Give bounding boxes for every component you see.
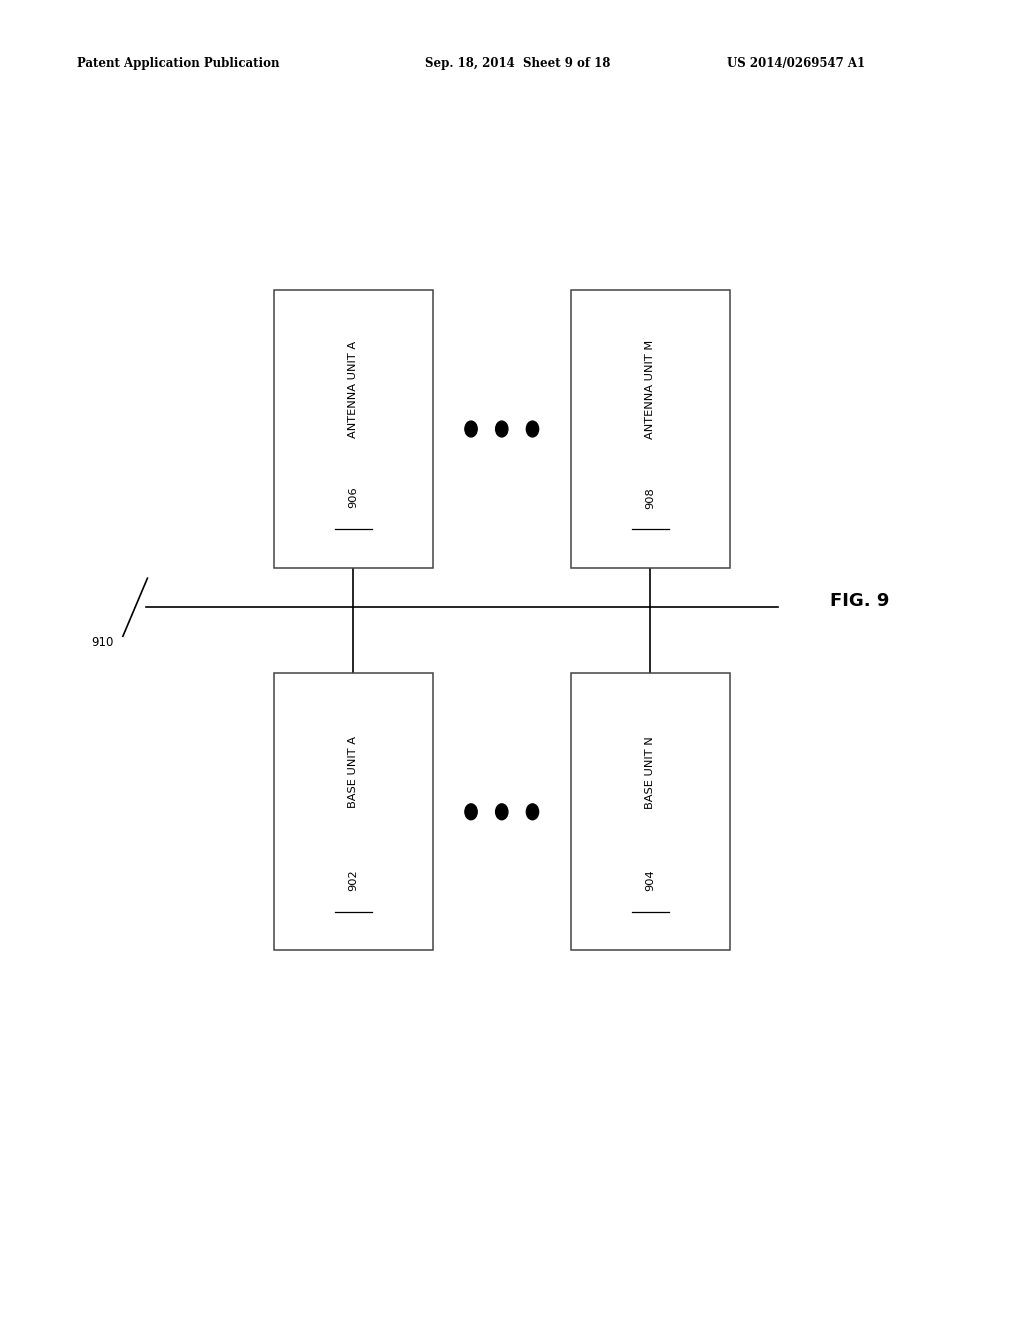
Circle shape [496,421,508,437]
Circle shape [526,421,539,437]
Text: BASE UNIT A: BASE UNIT A [348,737,358,808]
Text: Sep. 18, 2014  Sheet 9 of 18: Sep. 18, 2014 Sheet 9 of 18 [425,57,610,70]
Text: BASE UNIT N: BASE UNIT N [645,735,655,809]
Text: US 2014/0269547 A1: US 2014/0269547 A1 [727,57,865,70]
Text: Patent Application Publication: Patent Application Publication [77,57,280,70]
Bar [273,290,432,568]
Text: ANTENNA UNIT A: ANTENNA UNIT A [348,341,358,438]
Bar [273,673,432,950]
Text: FIG. 9: FIG. 9 [830,591,890,610]
Circle shape [526,804,539,820]
Text: ANTENNA UNIT M: ANTENNA UNIT M [645,339,655,440]
Text: 908: 908 [645,487,655,508]
Bar [571,290,729,568]
Circle shape [496,804,508,820]
Text: 904: 904 [645,870,655,891]
Circle shape [465,804,477,820]
Text: 902: 902 [348,870,358,891]
Text: 910: 910 [91,636,114,649]
Bar [571,673,729,950]
Circle shape [465,421,477,437]
Text: 906: 906 [348,487,358,508]
